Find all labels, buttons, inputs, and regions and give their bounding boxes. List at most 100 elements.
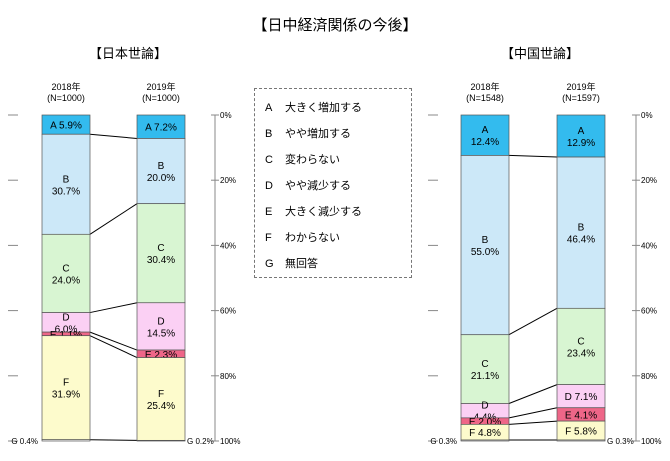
bar-segment [556,156,606,309]
legend-item-a: A 大きく増加する [265,99,362,115]
data-label: 30.7% [52,186,80,197]
legend-item-g: G 無回答 [265,255,318,271]
legend: A 大きく増加する B やや増加する C 変わらない D やや減少する E 大きく減少する… [254,88,412,278]
legend-label: 大きく減少する [285,206,362,218]
bar-segment [136,357,186,441]
bar-segment [136,203,186,304]
y-tick-label: 40% [641,241,657,250]
connector-line [89,203,138,235]
bar-segment [136,439,186,442]
legend-key: G [265,258,274,270]
data-label: D [481,401,488,412]
data-label: 55.0% [471,247,499,258]
legend-key: D [265,180,273,192]
bar-segment [41,133,91,235]
main-title: 【日中経済関係の今後】 [252,17,417,34]
data-label: F [158,389,164,400]
data-label: C [481,359,488,370]
data-label: D [62,312,69,323]
data-label: E 2.0% [469,417,501,428]
category-label: (N=1597) [562,93,600,103]
bar-segment [460,334,510,404]
category-label: 2018年 [470,81,499,92]
y-tick-label: 60% [641,307,657,316]
legend-label: やや減少する [285,180,351,192]
bar-segment [460,439,510,442]
legend-item-e: E 大きく減少する [265,203,362,219]
bar-segment [136,302,186,351]
category-label: 2019年 [566,81,595,92]
data-label: 6.0% [55,324,78,335]
data-label: F 5.8% [565,427,597,438]
data-label: C [62,263,69,274]
data-label: B [158,161,165,172]
data-label: B [578,223,585,234]
category-label: 2018年 [51,81,80,92]
data-label: B [63,174,70,185]
data-label: D 7.1% [565,392,598,403]
data-label: G 0.4% [11,437,38,446]
legend-item-d: D やや減少する [265,177,351,193]
data-label: C [577,336,584,347]
legend-item-c: C 変わらない [265,151,340,167]
y-tick-label: 80% [641,372,657,381]
connector-line [89,133,138,139]
data-label: 24.0% [52,275,80,286]
y-tick-label: 0% [641,111,653,120]
y-tick-label: 100% [220,437,240,446]
y-tick-label: 0% [220,111,232,120]
legend-key: F [265,232,272,244]
data-label: E 4.1% [565,410,597,421]
connector-line [508,154,558,158]
data-label: A [482,125,489,136]
data-label: E 2.3% [145,350,177,361]
data-label: 20.0% [147,173,175,184]
data-label: 14.5% [147,328,175,339]
connector-line [89,302,138,314]
y-tick-label: 20% [641,176,657,185]
data-label: 25.4% [147,401,175,412]
panel-title: 【中国世論】 [501,46,579,61]
legend-key: E [265,206,273,218]
bar-segment [136,138,186,205]
y-tick-label: 80% [220,372,236,381]
legend-item-b: B やや増加する [265,125,351,141]
bar-segment [41,335,91,441]
data-label: 46.4% [567,235,595,246]
data-label: G 0.2% [187,437,214,446]
bar-segment [41,233,91,313]
bar-segment [556,439,606,442]
bar-segment [556,307,606,385]
data-label: G 0.3% [607,437,634,446]
data-label: A 7.2% [145,123,177,134]
data-label: F [63,378,69,389]
connector-line [508,384,558,404]
data-label: 30.4% [147,255,175,266]
data-label: 31.9% [52,390,80,401]
legend-label: やや増加する [285,128,351,140]
data-label: A 5.9% [50,121,82,132]
legend-label: 無回答 [285,258,318,270]
data-label: A [578,126,585,137]
data-label: C [157,243,164,254]
connector-line [508,407,558,419]
data-label: B [482,235,489,246]
y-tick-label: 60% [220,307,236,316]
bar-segment [41,439,91,442]
connector-line [89,331,138,351]
legend-item-f: F わからない [265,229,340,245]
data-label: D [157,316,164,327]
y-tick-label: 20% [220,176,236,185]
category-label: 2019年 [146,81,175,92]
bar-segment [460,155,510,336]
data-label: G 0.3% [430,437,457,446]
panel-title: 【日本世論】 [89,46,167,61]
data-label: 21.1% [471,371,499,382]
data-label: 12.9% [567,138,595,149]
legend-label: わからない [285,232,340,244]
legend-key: C [265,154,273,166]
y-tick-label: 40% [220,241,236,250]
category-label: (N=1548) [466,93,504,103]
category-label: (N=1000) [47,93,85,103]
